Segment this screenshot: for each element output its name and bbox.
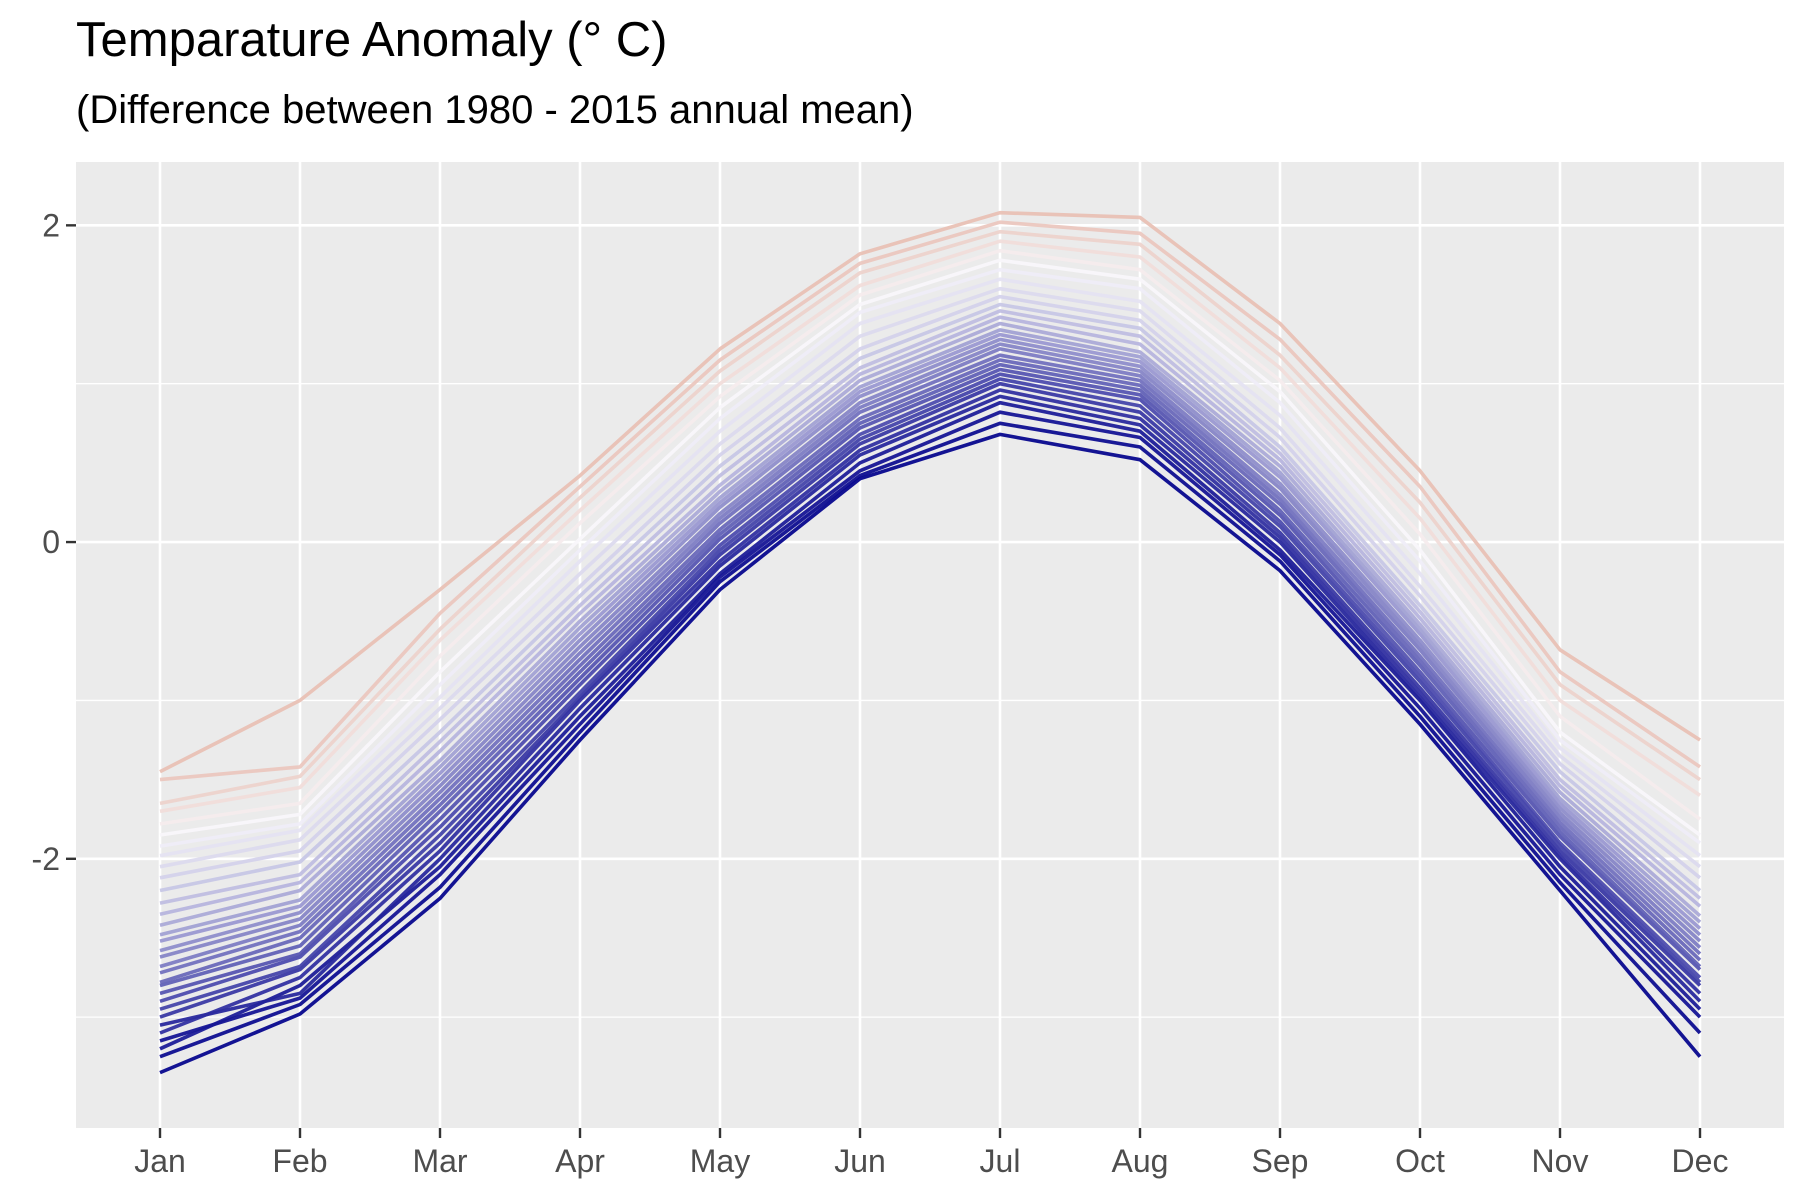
x-tick-label-may: May <box>690 1143 750 1179</box>
y-tick-label: 0 <box>42 524 60 560</box>
series-line-23 <box>159 286 1702 869</box>
series-line-15 <box>159 337 1702 953</box>
series-line-6 <box>159 381 1702 1019</box>
series-line-28 <box>159 239 1702 814</box>
series-line-12 <box>159 353 1702 975</box>
x-axis: Jan Feb Mar Apr May Jun Jul Aug Sep Oct Nov Dec <box>134 1128 1728 1179</box>
series-line-14 <box>159 342 1702 959</box>
series-line-29 <box>159 229 1702 806</box>
series-lines <box>159 210 1702 1075</box>
x-tick-label-nov: Nov <box>1532 1143 1589 1179</box>
series-line-31 <box>159 210 1701 774</box>
y-axis: 2 0 -2 <box>32 207 76 877</box>
y-tick-label: 2 <box>42 207 60 243</box>
x-tick-label-dec: Dec <box>1672 1143 1729 1179</box>
x-tick-label-jun: Jun <box>834 1143 886 1179</box>
series-line-24 <box>159 277 1702 858</box>
series-line-2 <box>159 410 1702 1043</box>
y-tick-label: -2 <box>32 841 60 877</box>
series-line-11 <box>159 358 1702 985</box>
series-line-26 <box>159 258 1702 837</box>
chart-title: Temparature Anomaly (° C) <box>76 13 668 67</box>
x-tick-label-jul: Jul <box>980 1143 1021 1179</box>
series-line-16 <box>159 332 1702 943</box>
series-line-7 <box>159 377 1702 1011</box>
series-line-0 <box>159 432 1702 1075</box>
series-line-5 <box>159 388 1702 1035</box>
x-tick-label-sep: Sep <box>1252 1143 1309 1179</box>
series-line-4 <box>159 394 1702 1027</box>
series-line-18 <box>159 321 1702 928</box>
series-line-10 <box>159 362 1702 988</box>
chart-subtitle: (Difference between 1980 - 2015 annual m… <box>76 88 914 132</box>
x-tick-label-oct: Oct <box>1395 1143 1445 1179</box>
series-line-19 <box>159 315 1702 916</box>
series-line-30 <box>159 220 1702 782</box>
series-line-17 <box>159 328 1702 937</box>
series-line-8 <box>159 372 1702 1004</box>
series-line-21 <box>159 302 1702 893</box>
series-line-13 <box>159 347 1702 969</box>
series-line-22 <box>159 294 1702 880</box>
series-line-25 <box>159 267 1702 848</box>
series-line-1 <box>159 421 1702 1059</box>
series-line-27 <box>159 248 1702 826</box>
x-tick-label-feb: Feb <box>272 1143 327 1179</box>
series-line-9 <box>159 367 1702 996</box>
x-tick-label-mar: Mar <box>412 1143 467 1179</box>
x-tick-label-aug: Aug <box>1112 1143 1169 1179</box>
series-line-20 <box>159 309 1702 905</box>
x-tick-label-apr: Apr <box>555 1143 605 1179</box>
x-tick-label-jan: Jan <box>134 1143 186 1179</box>
series-line-3 <box>159 400 1702 1051</box>
